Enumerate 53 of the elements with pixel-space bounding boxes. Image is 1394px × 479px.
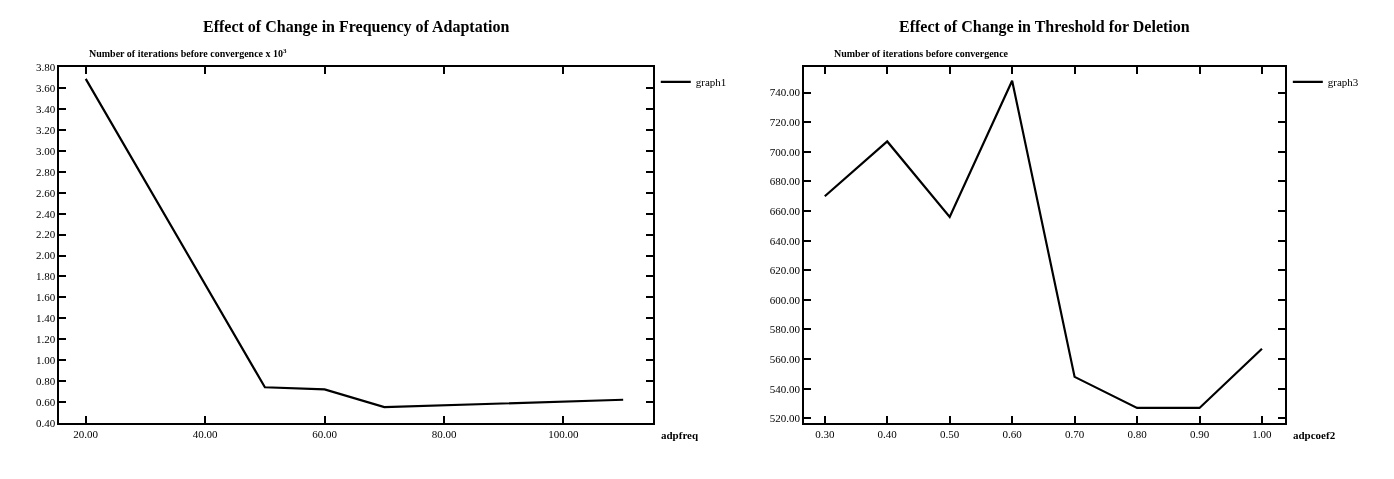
y-tick-label: 720.00 — [769, 116, 801, 129]
y-tick-label: 1.40 — [36, 312, 56, 325]
y-tick-label: 0.40 — [36, 416, 56, 429]
x-tick-label: 40.00 — [192, 427, 219, 440]
x-tick-label: 0.80 — [1127, 427, 1148, 440]
x-tick-label: 0.60 — [1002, 427, 1023, 440]
y-tick-label: 1.80 — [36, 270, 56, 283]
y-tick-label: 520.00 — [769, 412, 801, 425]
y-tick-label: 660.00 — [769, 204, 801, 217]
x-tick-label: 0.30 — [815, 427, 835, 440]
y-tick-label: 3.00 — [36, 144, 56, 157]
x-tick-label: 0.50 — [940, 427, 960, 440]
y-tick-label: 0.60 — [36, 395, 56, 408]
line-series — [823, 79, 1264, 410]
y-tick-label: 1.00 — [36, 353, 56, 366]
x-tick-label: 80.00 — [431, 427, 457, 440]
y-tick-label: 560.00 — [769, 352, 801, 365]
y-tick-label: 3.40 — [36, 103, 56, 116]
y-tick-label: 1.60 — [36, 291, 56, 304]
x-tick-label: 0.70 — [1064, 427, 1085, 440]
x-tick-label: 20.00 — [73, 427, 99, 440]
y-tick-label: 600.00 — [769, 293, 801, 306]
y-tick-label: 640.00 — [769, 234, 801, 247]
y-tick-label: 540.00 — [769, 382, 801, 395]
y-tick-label: 0.80 — [36, 374, 56, 387]
y-axis-title: Number of iterations before convergence — [834, 48, 1009, 59]
y-tick-label: 1.20 — [36, 333, 56, 346]
legend-label: graph1 — [695, 76, 727, 89]
x-tick-label: 100.00 — [548, 427, 580, 440]
chart-title: Effect of Change in Frequency of Adaptation — [203, 18, 510, 36]
y-tick-label: 580.00 — [769, 323, 801, 336]
y-axis-title: Number of iterations before convergence x 10$^{3}$ — [89, 47, 288, 60]
chart-title: Effect of Change in Threshold for Deletion — [899, 18, 1190, 36]
y-tick-label: 2.60 — [36, 186, 56, 199]
y-tick-label: 3.20 — [36, 123, 56, 136]
x-axis-title: adpcoef2 — [1293, 429, 1336, 441]
y-tick-label: 620.00 — [769, 264, 801, 277]
legend-label: graph3 — [1327, 76, 1359, 89]
x-tick-label: 60.00 — [312, 427, 338, 440]
x-axis-title: adpfreq — [661, 429, 699, 441]
y-tick-label: 2.20 — [36, 228, 56, 241]
x-tick-label: 0.90 — [1189, 427, 1210, 440]
y-tick-label: 2.00 — [36, 249, 56, 262]
y-tick-label: 3.60 — [36, 82, 56, 95]
x-tick-label: 0.40 — [877, 427, 898, 440]
y-tick-label: 740.00 — [769, 86, 801, 99]
line-series — [84, 77, 625, 409]
x-tick-label: 1.00 — [1252, 427, 1273, 440]
y-tick-label: 2.80 — [36, 165, 56, 178]
y-tick-label: 3.80 — [36, 61, 56, 74]
y-tick-label: 680.00 — [769, 175, 801, 188]
y-tick-label: 700.00 — [769, 145, 801, 158]
y-tick-label: 2.40 — [36, 207, 56, 220]
